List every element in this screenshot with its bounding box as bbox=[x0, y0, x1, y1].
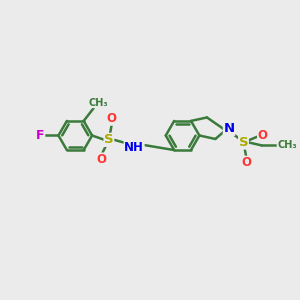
Text: S: S bbox=[239, 136, 248, 149]
Text: O: O bbox=[107, 112, 117, 125]
Text: O: O bbox=[258, 129, 268, 142]
Text: CH₃: CH₃ bbox=[88, 98, 108, 108]
Text: O: O bbox=[242, 156, 251, 169]
Text: F: F bbox=[36, 129, 45, 142]
Text: CH₃: CH₃ bbox=[277, 140, 297, 150]
Text: N: N bbox=[224, 122, 235, 135]
Text: O: O bbox=[97, 153, 107, 166]
Text: S: S bbox=[104, 133, 114, 146]
Text: NH: NH bbox=[124, 141, 144, 154]
